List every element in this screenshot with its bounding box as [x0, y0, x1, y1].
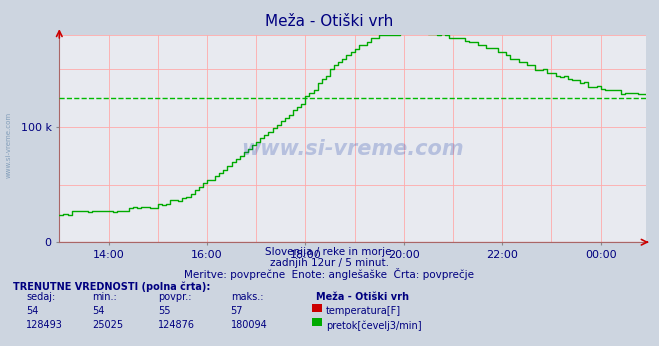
Text: min.:: min.:	[92, 292, 117, 302]
Text: Slovenija / reke in morje.: Slovenija / reke in morje.	[264, 247, 395, 257]
Text: TRENUTNE VREDNOSTI (polna črta):: TRENUTNE VREDNOSTI (polna črta):	[13, 282, 211, 292]
Text: www.si-vreme.com: www.si-vreme.com	[241, 139, 464, 159]
Text: 128493: 128493	[26, 320, 63, 330]
Text: 25025: 25025	[92, 320, 123, 330]
Text: zadnjih 12ur / 5 minut.: zadnjih 12ur / 5 minut.	[270, 258, 389, 268]
Text: Meža - Otiški vrh: Meža - Otiški vrh	[316, 292, 409, 302]
Text: pretok[čevelj3/min]: pretok[čevelj3/min]	[326, 320, 422, 330]
Text: sedaj:: sedaj:	[26, 292, 55, 302]
Text: Meža - Otiški vrh: Meža - Otiški vrh	[266, 14, 393, 29]
Text: www.si-vreme.com: www.si-vreme.com	[5, 112, 11, 179]
Text: 180094: 180094	[231, 320, 268, 330]
Text: Meritve: povprečne  Enote: anglešaške  Črta: povprečje: Meritve: povprečne Enote: anglešaške Črt…	[185, 268, 474, 280]
Text: 54: 54	[26, 306, 39, 316]
Text: maks.:: maks.:	[231, 292, 263, 302]
Text: 54: 54	[92, 306, 105, 316]
Text: povpr.:: povpr.:	[158, 292, 192, 302]
Text: 57: 57	[231, 306, 243, 316]
Text: 55: 55	[158, 306, 171, 316]
Text: 124876: 124876	[158, 320, 195, 330]
Text: temperatura[F]: temperatura[F]	[326, 306, 401, 316]
